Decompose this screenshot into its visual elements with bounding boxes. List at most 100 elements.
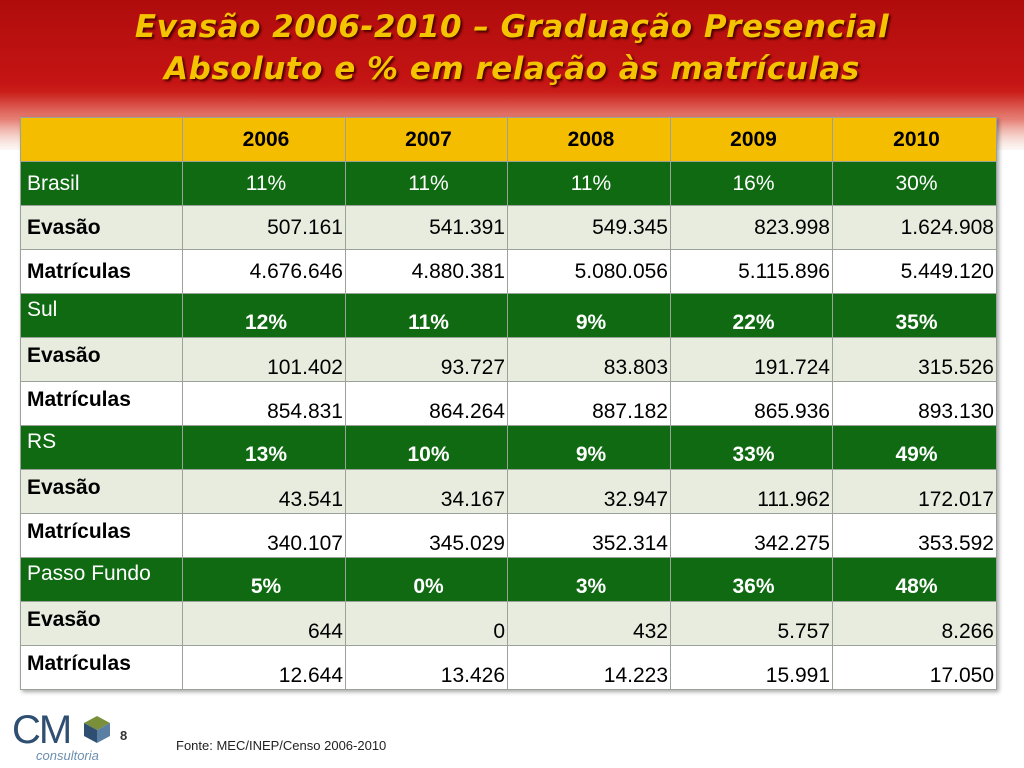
value-cell: 93.727 <box>345 337 508 382</box>
rate-cell: 5% <box>182 557 346 602</box>
evasao-row: Evasão 644 0 432 5.757 8.266 <box>20 601 997 646</box>
value-cell: 507.161 <box>182 205 346 250</box>
value-cell: 893.130 <box>832 381 997 426</box>
rate-cell: 33% <box>670 425 833 470</box>
rate-cell: 36% <box>670 557 833 602</box>
group-name: RS <box>20 425 183 470</box>
value-cell: 111.962 <box>670 469 833 514</box>
logo-letters: CM <box>12 708 72 752</box>
value-cell: 5.757 <box>670 601 833 646</box>
evasao-row: Evasão 507.161 541.391 549.345 823.998 1… <box>20 205 997 250</box>
rate-cell: 11% <box>507 161 671 206</box>
group-rate-row: Passo Fundo 5% 0% 3% 36% 48% <box>20 557 997 602</box>
rate-cell: 22% <box>670 293 833 338</box>
year-header: 2010 <box>832 117 997 162</box>
rate-cell: 11% <box>345 161 508 206</box>
matriculas-row: Matrículas 340.107 345.029 352.314 342.2… <box>20 513 997 558</box>
row-label: Matrículas <box>20 381 183 426</box>
cube-icon <box>84 716 110 743</box>
value-cell: 644 <box>182 601 346 646</box>
value-cell: 342.275 <box>670 513 833 558</box>
group-name: Brasil <box>20 161 183 206</box>
row-label: Evasão <box>20 337 183 382</box>
rate-cell: 9% <box>507 293 671 338</box>
value-cell: 4.880.381 <box>345 249 508 294</box>
value-cell: 83.803 <box>507 337 671 382</box>
rate-cell: 35% <box>832 293 997 338</box>
value-cell: 340.107 <box>182 513 346 558</box>
value-cell: 191.724 <box>670 337 833 382</box>
rate-cell: 16% <box>670 161 833 206</box>
rate-cell: 9% <box>507 425 671 470</box>
value-cell: 315.526 <box>832 337 997 382</box>
value-cell: 32.947 <box>507 469 671 514</box>
value-cell: 5.115.896 <box>670 249 833 294</box>
year-header: 2007 <box>345 117 508 162</box>
title-line-1: Evasão 2006-2010 – Graduação Presencial <box>134 9 890 45</box>
value-cell: 541.391 <box>345 205 508 250</box>
value-cell: 0 <box>345 601 508 646</box>
row-label: Evasão <box>20 469 183 514</box>
matriculas-row: Matrículas 4.676.646 4.880.381 5.080.056… <box>20 249 997 294</box>
group-name: Passo Fundo <box>20 557 183 602</box>
value-cell: 5.080.056 <box>507 249 671 294</box>
value-cell: 823.998 <box>670 205 833 250</box>
value-cell: 865.936 <box>670 381 833 426</box>
row-label: Matrículas <box>20 513 183 558</box>
year-header: 2006 <box>182 117 346 162</box>
group-rate-row: Brasil 11% 11% 11% 16% 30% <box>20 161 997 206</box>
value-cell: 8.266 <box>832 601 997 646</box>
value-cell: 12.644 <box>182 645 346 690</box>
row-label: Evasão <box>20 601 183 646</box>
rate-cell: 30% <box>832 161 997 206</box>
title-line-2: Absoluto e % em relação às matrículas <box>164 51 860 87</box>
value-cell: 864.264 <box>345 381 508 426</box>
group-rate-row: Sul 12% 11% 9% 22% 35% <box>20 293 997 338</box>
value-cell: 14.223 <box>507 645 671 690</box>
value-cell: 887.182 <box>507 381 671 426</box>
rate-cell: 13% <box>182 425 346 470</box>
rate-cell: 11% <box>345 293 508 338</box>
year-header: 2009 <box>670 117 833 162</box>
value-cell: 5.449.120 <box>832 249 997 294</box>
rate-cell: 48% <box>832 557 997 602</box>
value-cell: 353.592 <box>832 513 997 558</box>
company-logo: CM consultoria <box>10 708 120 764</box>
matriculas-row: Matrículas 12.644 13.426 14.223 15.991 1… <box>20 645 997 690</box>
row-label: Evasão <box>20 205 183 250</box>
slide-title: Evasão 2006-2010 – Graduação Presencial … <box>0 6 1024 90</box>
rate-cell: 11% <box>182 161 346 206</box>
value-cell: 34.167 <box>345 469 508 514</box>
value-cell: 172.017 <box>832 469 997 514</box>
value-cell: 345.029 <box>345 513 508 558</box>
source-note: Fonte: MEC/INEP/Censo 2006-2010 <box>176 738 387 753</box>
row-label: Matrículas <box>20 645 183 690</box>
header-corner-cell <box>20 117 183 162</box>
value-cell: 1.624.908 <box>832 205 997 250</box>
year-header-row: 2006 2007 2008 2009 2010 <box>20 117 997 162</box>
value-cell: 352.314 <box>507 513 671 558</box>
rate-cell: 49% <box>832 425 997 470</box>
matriculas-row: Matrículas 854.831 864.264 887.182 865.9… <box>20 381 997 426</box>
value-cell: 432 <box>507 601 671 646</box>
value-cell: 854.831 <box>182 381 346 426</box>
value-cell: 4.676.646 <box>182 249 346 294</box>
value-cell: 101.402 <box>182 337 346 382</box>
group-name: Sul <box>20 293 183 338</box>
value-cell: 15.991 <box>670 645 833 690</box>
value-cell: 13.426 <box>345 645 508 690</box>
rate-cell: 10% <box>345 425 508 470</box>
group-rate-row: RS 13% 10% 9% 33% 49% <box>20 425 997 470</box>
rate-cell: 3% <box>507 557 671 602</box>
rate-cell: 0% <box>345 557 508 602</box>
evasao-row: Evasão 101.402 93.727 83.803 191.724 315… <box>20 337 997 382</box>
row-label: Matrículas <box>20 249 183 294</box>
logo-subtext: consultoria <box>36 748 99 763</box>
page-number: 8 <box>120 728 128 743</box>
value-cell: 549.345 <box>507 205 671 250</box>
dropout-table: 2006 2007 2008 2009 2010 Brasil 11% 11% … <box>20 117 997 690</box>
year-header: 2008 <box>507 117 671 162</box>
rate-cell: 12% <box>182 293 346 338</box>
value-cell: 17.050 <box>832 645 997 690</box>
value-cell: 43.541 <box>182 469 346 514</box>
